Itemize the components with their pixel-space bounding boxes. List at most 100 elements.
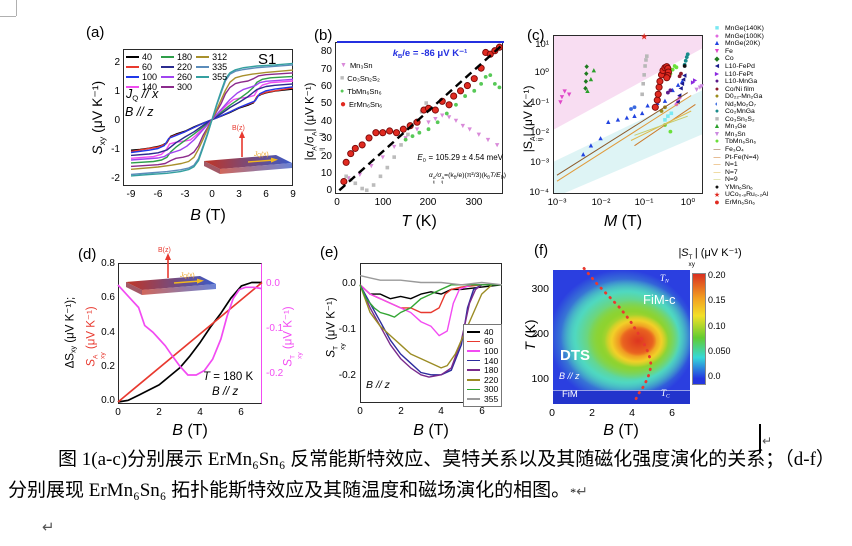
legend-marker: ▲ <box>713 123 721 131</box>
paragraph-mark: ↵ <box>762 434 773 448</box>
legend-marker: ■ <box>714 115 720 123</box>
x-tick: 10⁻² <box>591 197 611 208</box>
x-tick: 10⁰ <box>680 197 696 208</box>
fim-strip <box>553 390 690 404</box>
legend-label: Mn₃Ge <box>725 123 747 131</box>
text-cursor <box>759 424 761 453</box>
legend-marker: ● <box>340 88 345 95</box>
legend-marker: ■ <box>340 75 345 82</box>
x-axis-label: T (K) <box>401 213 437 230</box>
y-tick: 20 <box>320 151 332 162</box>
sample-label: S1 <box>258 51 277 68</box>
y-tick: 1 <box>114 86 120 97</box>
x-tick: 4 <box>197 407 203 418</box>
x-tick: 0 <box>209 189 215 200</box>
legend-label: 60 <box>484 336 494 347</box>
colorbar-tick: 0.0 <box>708 371 721 381</box>
panel-b-legend: ▼ Mn₃Sn ■ Co₃Sn₂S₂ ● TbMn₆Sn₆ ● ErMn₆Sn₆ <box>340 59 382 111</box>
figure-caption[interactable]: 图 1(a-c)分别展示 ErMn₆Sn₆ 反常能斯特效应、莫特关系以及其随磁化… <box>8 444 846 508</box>
legend-label: MnGe(20K) <box>725 40 761 48</box>
panel-a-legend: 40 60 100 140 180 220 260 300 312 335 35… <box>126 52 227 92</box>
y-tick-left: 0.0 <box>101 395 115 406</box>
y-tick: 50 <box>320 98 332 109</box>
legend-marker: ● <box>714 85 720 93</box>
x-tick: 9 <box>290 189 296 200</box>
panel-letter: (b) <box>314 27 333 44</box>
figure-image[interactable]: (a) 40 60 100 140 180 220 260 300 312 33… <box>0 0 852 446</box>
legend-label: TbMn₆Sn₆ <box>725 138 757 146</box>
legend-swatch <box>161 66 175 68</box>
temperature-label: T = 180 K <box>203 371 254 383</box>
y-tick: 10 <box>320 168 332 179</box>
legend-label: 100 <box>142 71 158 82</box>
x-axis-label: M (T) <box>603 213 643 230</box>
panel-letter: (d) <box>78 246 97 263</box>
caption-line-1[interactable]: 图 1(a-c)分别展示 ErMn₆Sn₆ 反常能斯特效应、莫特关系以及其随磁化… <box>58 449 835 470</box>
legend-marker: ● <box>714 138 720 146</box>
heat-current-label: JQ // x <box>126 87 159 103</box>
colorbar-tick: 0.20 <box>708 270 726 280</box>
panel-e-plot <box>359 274 503 378</box>
legend-swatch <box>126 86 139 88</box>
legend-swatch <box>161 76 175 78</box>
legend-label: 355 <box>212 71 228 82</box>
y-tick: 100 <box>531 373 549 385</box>
colorbar-tick: 0.15 <box>708 295 726 305</box>
legend-label: MnGe(100K) <box>725 32 764 40</box>
y-tick: 10¹ <box>535 39 549 50</box>
paragraph-mark: ↵ <box>576 484 588 500</box>
panel-b: (b) kB/e = -86 μV K⁻¹ ▼ Mn₃Sn ■ Co₃Sn₂S₂ ●… <box>300 15 515 235</box>
panel-e: (e) 40 60 100 140 180 220 300 355 0.0 -0… <box>320 240 520 446</box>
legend-label: 335 <box>212 61 228 72</box>
panel-b-plot <box>337 41 504 193</box>
field-direction-label: B // z <box>559 371 580 381</box>
legend-label: Pt-Fe(N=4) <box>725 153 759 161</box>
legend-swatch <box>467 340 480 343</box>
legend-label: 180 <box>484 365 499 376</box>
x-tick: 10⁻³ <box>547 197 567 208</box>
legend-label: 40 <box>142 51 153 62</box>
y-tick: -2 <box>111 173 120 184</box>
legend-marker: ● <box>714 108 720 116</box>
y-tick: -0.2 <box>338 370 356 381</box>
legend-label: Co₃Sn₂S₂ <box>347 74 380 83</box>
legend-swatch <box>161 56 175 58</box>
y-tick-left: 0.4 <box>101 327 115 338</box>
legend-label: Co₂MnGa <box>725 108 755 116</box>
legend-label: TbMn₆Sn₆ <box>347 87 382 96</box>
legend-marker: — <box>713 146 721 154</box>
plot-frame <box>553 35 703 194</box>
x-tick: 200 <box>419 197 437 208</box>
x-tick: 4 <box>438 406 444 417</box>
legend-marker: ● <box>714 183 720 191</box>
x-tick: 4 <box>629 407 635 419</box>
y-tick: -1 <box>111 144 120 155</box>
x-tick: 6 <box>238 407 244 418</box>
nernst-heatmap <box>553 270 690 404</box>
legend-label: 60 <box>142 61 153 72</box>
panel-f-plot <box>582 267 653 404</box>
y-tick-left: 0.6 <box>101 292 115 303</box>
y-tick-right: -0.2 <box>266 368 284 379</box>
legend-label: Fe <box>725 47 733 55</box>
legend-label: L10-MnGa <box>725 78 758 86</box>
empty-paragraph-mark: ↵ <box>42 518 55 536</box>
band-clip <box>553 35 703 194</box>
caption-line-2[interactable]: 分别展现 ErMn₆Sn₆ 拓扑能斯特效应及其随温度和磁场演化的相图。*↵ <box>8 480 588 501</box>
legend-label: L10-FePt <box>725 70 753 78</box>
legend-label: Co₃Sn₂S₂ <box>725 115 755 123</box>
legend-label: MnGe(140K) <box>725 25 764 33</box>
x-tick: 0 <box>357 406 363 417</box>
y-axis-label-black: ΔSxy (μV K⁻¹); <box>64 296 78 369</box>
legend-label: L10-FePd <box>725 63 755 70</box>
legend-label: 180 <box>177 51 193 62</box>
legend-swatch <box>161 86 175 88</box>
plot-frame <box>118 263 262 404</box>
y-tick-right: 0.0 <box>266 278 280 289</box>
y-tick: 80 <box>320 46 332 57</box>
x-axis-label: B (T) <box>413 422 449 439</box>
